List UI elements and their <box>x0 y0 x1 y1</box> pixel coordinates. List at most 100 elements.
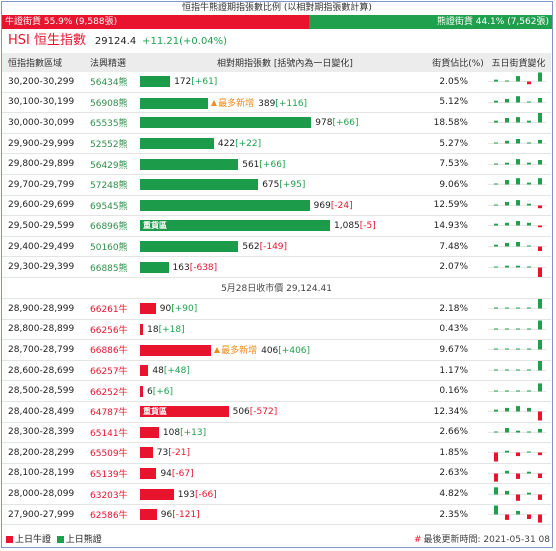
spark-bar <box>505 140 509 144</box>
warrant-code-link[interactable]: 63203牛 <box>90 483 140 505</box>
spark-bar <box>538 72 542 82</box>
warrant-code-link[interactable]: 65139牛 <box>90 463 140 485</box>
spark-bar <box>527 348 531 350</box>
five-day-sparkline <box>488 505 546 523</box>
spark-bar <box>516 369 520 371</box>
warrant-code-link[interactable]: 66257牛 <box>90 360 140 382</box>
quantity-change: [+116] <box>275 98 308 109</box>
most-added-label: 最多新增 <box>221 346 258 357</box>
spark-bar <box>538 428 542 433</box>
warrant-code-link[interactable]: 62586牛 <box>90 504 140 526</box>
spark-bar <box>505 201 509 206</box>
spark-bar <box>494 224 498 226</box>
warrant-code-link[interactable]: 66896熊 <box>90 215 140 237</box>
five-day-spark-cell <box>486 360 551 382</box>
close-price-separator: 5月28日收市價 29,124.41 <box>2 277 551 299</box>
quantity-value: 1,085 <box>334 221 360 232</box>
five-day-spark-cell <box>486 195 551 217</box>
spark-bar <box>494 328 498 330</box>
spark-bar <box>527 307 531 309</box>
warrant-code-link[interactable]: 64787牛 <box>90 401 140 423</box>
spark-bar <box>538 473 542 478</box>
five-day-spark-cell <box>486 92 551 114</box>
header-spark: 五日街貨變化 <box>486 53 551 72</box>
spark-bar <box>505 162 509 165</box>
quantity-change: [+22] <box>235 139 262 150</box>
quantity-value: 406 <box>261 346 279 357</box>
share-percent: 2.18% <box>430 298 486 320</box>
spark-bar <box>538 320 542 330</box>
spark-bar <box>516 494 520 501</box>
share-percent: 0.43% <box>430 319 486 341</box>
warrant-code-link[interactable]: 56434熊 <box>90 72 140 93</box>
warrant-code-link[interactable]: 50160熊 <box>90 236 140 258</box>
range-cell: 28,200-28,299 <box>2 442 90 464</box>
warrant-code-link[interactable]: 69545熊 <box>90 195 140 217</box>
five-day-spark-cell <box>486 72 551 93</box>
spark-bar <box>527 471 531 474</box>
range-cell: 29,900-29,999 <box>2 133 90 155</box>
spark-bar <box>505 223 509 226</box>
quantity-cell: 73[-21] <box>140 442 430 464</box>
warrant-code-link[interactable]: 56908熊 <box>90 92 140 114</box>
spark-bar <box>538 411 542 421</box>
warrant-code-link[interactable]: 52552熊 <box>90 133 140 155</box>
spark-bar <box>505 328 509 330</box>
quantity-change: [+6] <box>152 386 174 397</box>
warrant-code-link[interactable]: 66261牛 <box>90 298 140 320</box>
panel-title: 恒指牛熊證期指張數比例 (以相對期指張數計算) <box>182 3 372 13</box>
spark-bar <box>516 199 520 206</box>
spark-bar <box>516 390 520 392</box>
warrant-code-link[interactable]: 66886牛 <box>90 339 140 361</box>
range-cell: 29,400-29,499 <box>2 236 90 258</box>
warrant-code-link[interactable]: 65141牛 <box>90 422 140 444</box>
quantity-bar <box>140 199 310 211</box>
spark-bar <box>527 245 531 247</box>
quantity-cell: 969[-24] <box>140 195 430 217</box>
share-percent: 9.06% <box>430 174 486 196</box>
five-day-sparkline <box>488 320 546 330</box>
five-day-sparkline <box>488 427 546 433</box>
quantity-cell: 最多新增 406[+406] <box>140 339 430 361</box>
spark-bar <box>494 204 498 206</box>
spark-bar <box>516 221 520 226</box>
bull-bear-ratio-bar: 牛證街貨 55.9% (9,588張) 熊證街貨 44.1% (7,562張) <box>2 15 552 29</box>
spark-bar <box>527 142 531 144</box>
five-day-spark-cell <box>486 380 551 402</box>
quantity-value: 163 <box>172 262 190 273</box>
bear-row: 30,100-30,199 56908熊 最多新增 389[+116] 5.12% <box>2 92 551 114</box>
five-day-spark-cell <box>486 256 551 278</box>
warrant-code-link[interactable]: 56429熊 <box>90 153 140 175</box>
quantity-value: 73 <box>156 448 169 459</box>
warrant-code-link[interactable]: 66256牛 <box>90 319 140 341</box>
share-percent: 18.58% <box>430 112 486 134</box>
warrant-code-link[interactable]: 66252牛 <box>90 380 140 402</box>
quantity-bar <box>140 426 159 438</box>
five-day-sparkline <box>488 340 546 351</box>
header-range: 恒指指數區域 <box>2 53 90 72</box>
quantity-value: 422 <box>217 139 236 150</box>
range-cell: 27,900-27,999 <box>2 504 90 526</box>
warrant-code-link[interactable]: 65509牛 <box>90 442 140 464</box>
table-body: 30,200-30,299 56434熊 172[+61] 2.05% 30,100-3… <box>2 72 551 526</box>
quantity-bar <box>140 447 153 459</box>
spark-bar <box>538 225 542 228</box>
spark-bar <box>516 328 520 330</box>
warrant-code-link[interactable]: 57248熊 <box>90 174 140 196</box>
five-day-spark-cell <box>486 463 551 485</box>
spark-bar <box>516 139 520 144</box>
warrant-code-link[interactable]: 66885熊 <box>90 256 140 278</box>
quantity-bar <box>140 97 209 109</box>
spark-bar <box>516 511 520 515</box>
spark-bar <box>527 431 531 433</box>
spark-bar <box>494 183 498 185</box>
warrant-code-link[interactable]: 65535熊 <box>90 112 140 134</box>
five-day-sparkline <box>488 299 546 310</box>
quantity-bar <box>140 117 312 129</box>
spark-bar <box>505 470 509 474</box>
range-cell: 30,100-30,199 <box>2 92 90 114</box>
header-code: 法興精選 <box>90 53 140 72</box>
five-day-sparkline <box>488 72 546 85</box>
five-day-sparkline <box>488 406 546 421</box>
